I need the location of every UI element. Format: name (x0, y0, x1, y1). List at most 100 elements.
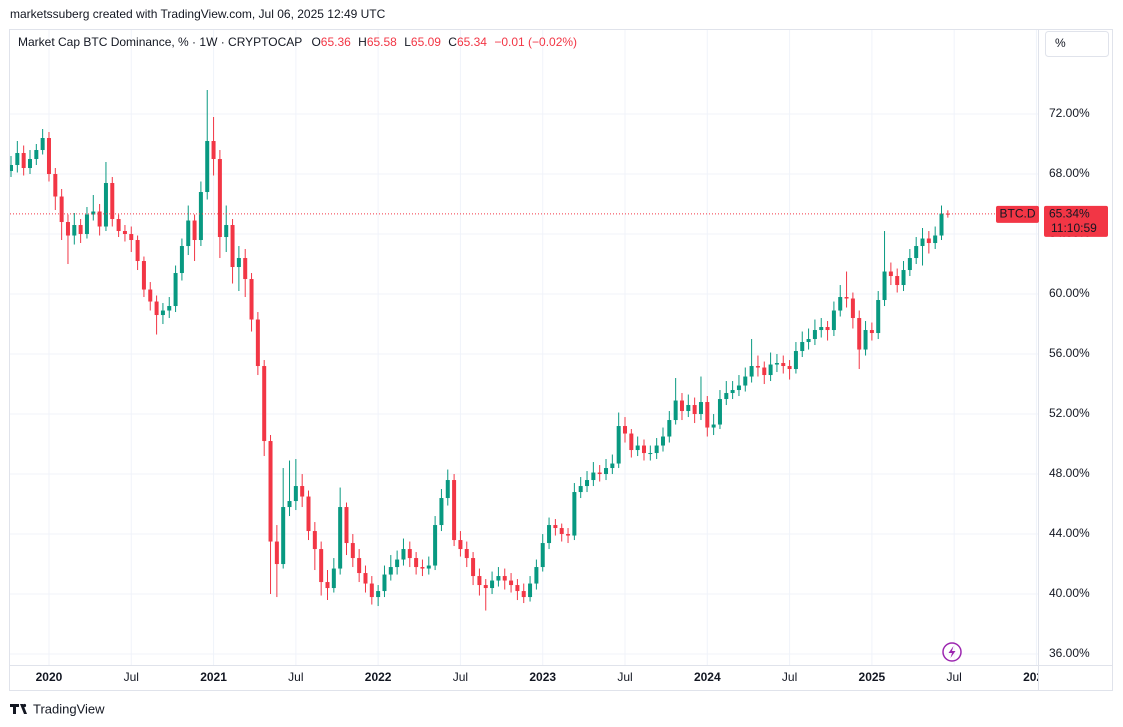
candle-body (344, 507, 349, 544)
candle-body (888, 271, 893, 277)
candle-body (243, 258, 248, 280)
c-letter: C (448, 35, 457, 49)
candle-body (585, 480, 590, 487)
candle-body (616, 426, 621, 464)
candle-body (838, 297, 843, 311)
candle-body (705, 402, 710, 428)
candle-body (350, 543, 355, 559)
candle-body (59, 196, 64, 223)
candle-body (287, 501, 292, 508)
overlay: 36.00% 40.00% 44.00% 48.00% 52.00% 56.00% 60.0… (10, 106, 1108, 684)
candle-body (325, 582, 330, 589)
y-tick-label: 56.00% (1049, 346, 1090, 360)
candles (10, 90, 950, 611)
candle-body (698, 402, 703, 415)
candle-body (369, 583, 374, 598)
candle-body (135, 240, 140, 262)
candle-body (679, 400, 684, 412)
grid (10, 30, 1038, 665)
candle-body (116, 219, 121, 232)
candle-body (395, 559, 400, 568)
candle-body (78, 225, 83, 235)
candle-body (711, 424, 716, 428)
candle-body (300, 486, 305, 497)
y-tick-label: 44.00% (1049, 526, 1090, 540)
candle-body (192, 220, 197, 241)
candle-body (154, 301, 159, 316)
scale-button-label[interactable]: % (1055, 36, 1066, 50)
candle-body (812, 330, 817, 340)
candle-body (762, 367, 767, 376)
candle-body (15, 153, 20, 166)
candle-body (376, 591, 381, 598)
candle-body (920, 238, 925, 247)
candle-body (642, 445, 646, 454)
candle-body (673, 400, 678, 421)
scale-button[interactable] (1045, 31, 1109, 57)
open-value: 65.36 (321, 35, 351, 49)
candle-body (122, 231, 127, 235)
candle-body (217, 159, 222, 238)
candle-body (863, 330, 868, 350)
candle-body (401, 549, 406, 560)
candle-body (46, 138, 51, 175)
symbol-tag-bg (996, 205, 1039, 223)
candle-body (914, 246, 919, 259)
footer-brand: TradingView (33, 701, 105, 716)
candle-body (426, 565, 431, 569)
candle-body (306, 496, 311, 532)
candle-body (610, 463, 615, 469)
candle-body (84, 214, 89, 235)
candle-body (97, 211, 102, 227)
change: −0.01 (−0.02%) (494, 35, 577, 49)
candle-body (540, 543, 545, 568)
lightning-icon[interactable] (942, 642, 962, 662)
candle-body (167, 306, 172, 311)
candle-body (281, 507, 286, 565)
y-tick-label: 60.00% (1049, 286, 1090, 300)
candle-body (648, 453, 653, 455)
candle-body (471, 558, 476, 577)
candle-body (268, 441, 273, 542)
candle-body (236, 258, 241, 268)
x-tick-label: Jul (288, 670, 303, 684)
candle-body (319, 549, 324, 583)
candle-body (882, 271, 887, 301)
x-tick-label: 2026 (1023, 670, 1050, 684)
candle-body (141, 261, 146, 290)
candle-body (458, 540, 463, 550)
candle-body (566, 534, 571, 536)
x-tick-label: 2022 (365, 670, 392, 684)
candle-body (198, 192, 203, 241)
symbol-tag: BTC.D (1000, 207, 1036, 221)
candle-body (186, 220, 191, 247)
x-tick-label: Jul (946, 670, 961, 684)
candle-body (895, 276, 900, 286)
candle-body (591, 472, 596, 481)
candle-body (148, 289, 153, 302)
candle-body (515, 585, 520, 592)
candle-body (363, 573, 368, 584)
y-tick-label: 36.00% (1049, 646, 1090, 660)
x-tick-label: 2020 (36, 670, 63, 684)
price-label: 65.34% (1049, 207, 1090, 221)
candle-body (635, 445, 640, 451)
candle-body (496, 576, 501, 581)
x-tick-label: 2025 (859, 670, 886, 684)
candle-body (91, 211, 96, 215)
candle-body (72, 225, 77, 236)
candle-body (717, 399, 722, 425)
candle-body (945, 213, 950, 215)
candle-body (692, 405, 697, 415)
candle-body (578, 486, 583, 493)
candle-body (629, 433, 634, 451)
candle-body (604, 468, 609, 475)
candle-body (205, 141, 210, 193)
close-value: 65.34 (457, 35, 487, 49)
candle-body (509, 580, 514, 586)
candle-body (110, 183, 115, 220)
candle-body (749, 366, 754, 377)
high-value: 65.58 (367, 35, 397, 49)
candle-body (21, 153, 26, 169)
